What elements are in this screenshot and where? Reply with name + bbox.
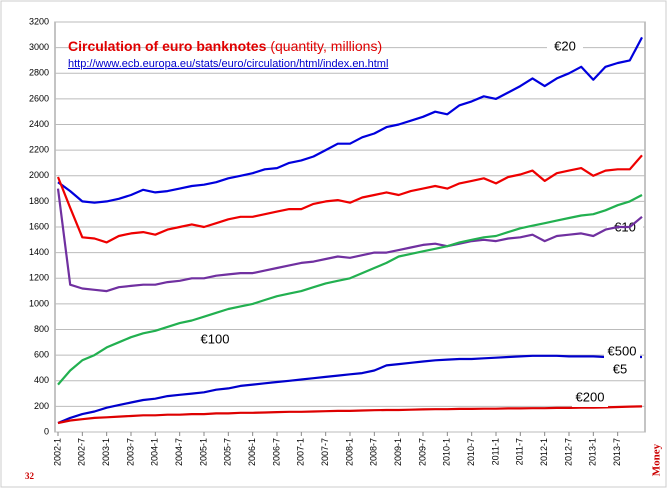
- x-tick-label: 2009-1: [393, 438, 403, 466]
- y-tick-label: 2600: [29, 93, 49, 103]
- series-label: €500: [608, 343, 637, 358]
- x-tick-label: 2007-7: [320, 438, 330, 466]
- series-label-bg: [602, 361, 638, 379]
- x-tick-label: 2004-7: [174, 438, 184, 466]
- y-tick-label: 200: [34, 401, 49, 411]
- y-tick-label: 600: [34, 350, 49, 360]
- y-tick-label: 0: [44, 426, 49, 436]
- x-tick-label: 2002-7: [77, 438, 87, 466]
- series-label: €100: [201, 331, 230, 346]
- x-tick-label: 2013-7: [612, 438, 622, 466]
- x-tick-label: 2005-1: [198, 438, 208, 466]
- y-tick-label: 2000: [29, 170, 49, 180]
- x-tick-label: 2012-1: [539, 438, 549, 466]
- y-tick-label: 2200: [29, 145, 49, 155]
- series-line: [57, 405, 643, 425]
- y-tick-label: 3200: [29, 16, 49, 26]
- x-tick-label: 2012-7: [563, 438, 573, 466]
- series-line: [56, 188, 643, 293]
- title: Circulation of euro banknotes: [68, 38, 267, 54]
- y-tick-label: 2800: [29, 68, 49, 78]
- series-label-bg: [604, 343, 640, 361]
- x-tick-label: 2007-1: [296, 438, 306, 466]
- chart-title: Circulation of euro banknotes (quantity, …: [68, 38, 382, 54]
- x-tick-label: 2003-7: [125, 438, 135, 466]
- x-tick-label: 2010-7: [466, 438, 476, 466]
- x-tick-label: 2004-1: [150, 438, 160, 466]
- y-tick-label: 1200: [29, 273, 49, 283]
- x-tick-label: 2005-7: [223, 438, 233, 466]
- y-tick-label: 1800: [29, 196, 49, 206]
- plot: [54, 21, 646, 433]
- x-tick-label: 2008-7: [369, 438, 379, 466]
- x-tick-label: 2006-1: [247, 438, 257, 466]
- series-label-bg: [197, 331, 233, 349]
- y-tick-label: 1000: [29, 298, 49, 308]
- x-tick-label: 2003-1: [101, 438, 111, 466]
- y-tick-label: 3000: [29, 42, 49, 52]
- source-link: http://www.ecb.europa.eu/stats/euro/circ…: [68, 58, 388, 70]
- y-tick-label: 2400: [29, 119, 49, 129]
- page-number: 32: [25, 471, 35, 481]
- x-tick-label: 2009-7: [417, 438, 427, 466]
- series-label-bg: [572, 389, 608, 407]
- subtitle: (quantity, millions): [270, 38, 382, 54]
- series-label: €200: [576, 389, 605, 404]
- series-label: €20: [554, 38, 576, 53]
- y-tick-label: 1400: [29, 247, 49, 257]
- y-tick-label: 400: [34, 375, 49, 385]
- x-tick-label: 2011-7: [515, 438, 525, 465]
- x-tick-label: 2008-1: [344, 438, 354, 466]
- x-tick-label: 2006-7: [271, 438, 281, 466]
- series-line: [56, 154, 643, 244]
- x-tick-label: 2010-1: [442, 438, 452, 466]
- series-line: [57, 194, 643, 386]
- y-tick-label: 1600: [29, 221, 49, 231]
- x-tick-label: 2002-1: [52, 438, 62, 466]
- series-line: [57, 36, 643, 204]
- series-label-bg: [547, 38, 583, 56]
- series-label: €5: [613, 361, 627, 376]
- series-line: [57, 354, 642, 425]
- x-tick-label: 2011-1: [490, 438, 500, 465]
- side-label: Money: [651, 443, 663, 476]
- x-tick-label: 2013-1: [588, 438, 598, 466]
- y-tick-label: 800: [34, 324, 49, 334]
